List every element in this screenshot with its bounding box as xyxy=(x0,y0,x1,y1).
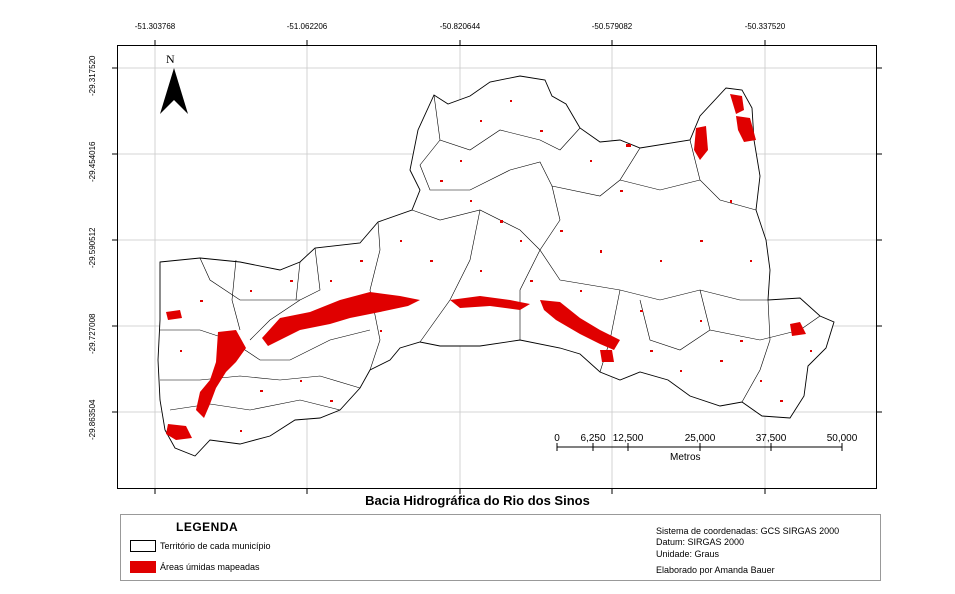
wetland-areas xyxy=(166,94,806,440)
scale-tick-label: 37,500 xyxy=(755,433,787,444)
map-title: Bacia Hidrográfica do Rio dos Sinos xyxy=(365,493,590,508)
legend-panel xyxy=(120,514,881,581)
author-text: Elaborado por Amanda Bauer xyxy=(656,565,775,575)
legend-label-wetland: Áreas úmidas mapeadas xyxy=(160,562,260,572)
legend-label-municipality: Território de cada município xyxy=(160,541,271,551)
longitude-label: -51.062206 xyxy=(286,22,328,31)
legend-swatch-wetland xyxy=(130,561,156,573)
scale-tick-label: 50,000 xyxy=(826,433,858,444)
coordinate-system-text: Sistema de coordenadas: GCS SIRGAS 2000 xyxy=(656,526,840,536)
scale-tick-label: 25,000 xyxy=(684,433,716,444)
legend-title: LEGENDA xyxy=(176,520,239,534)
longitude-label: -50.337520 xyxy=(744,22,786,31)
longitude-label: -51.303768 xyxy=(134,22,176,31)
scale-tick-label: 6,250 xyxy=(580,433,606,444)
longitude-label: -50.820644 xyxy=(439,22,481,31)
wetland-dots xyxy=(180,100,812,432)
latitude-label: -29.863504 xyxy=(88,399,97,440)
north-arrow-icon xyxy=(160,68,188,114)
scale-tick-label: 0 xyxy=(554,433,560,444)
scale-tick-label: 12,500 xyxy=(612,433,644,444)
latitude-label: -29.590512 xyxy=(88,227,97,268)
datum-text: Datum: SIRGAS 2000 xyxy=(656,537,745,547)
latitude-label: -29.727008 xyxy=(88,313,97,354)
legend-swatch-municipality xyxy=(130,540,156,552)
scale-bar xyxy=(556,443,843,451)
latitude-label: -29.454016 xyxy=(88,141,97,182)
scale-unit: Metros xyxy=(670,452,701,463)
longitude-label: -50.579082 xyxy=(591,22,633,31)
unit-text: Unidade: Graus xyxy=(656,549,720,559)
north-label: N xyxy=(166,52,175,66)
latitude-label: -29.317520 xyxy=(88,55,97,96)
municipality-borders xyxy=(160,94,821,411)
